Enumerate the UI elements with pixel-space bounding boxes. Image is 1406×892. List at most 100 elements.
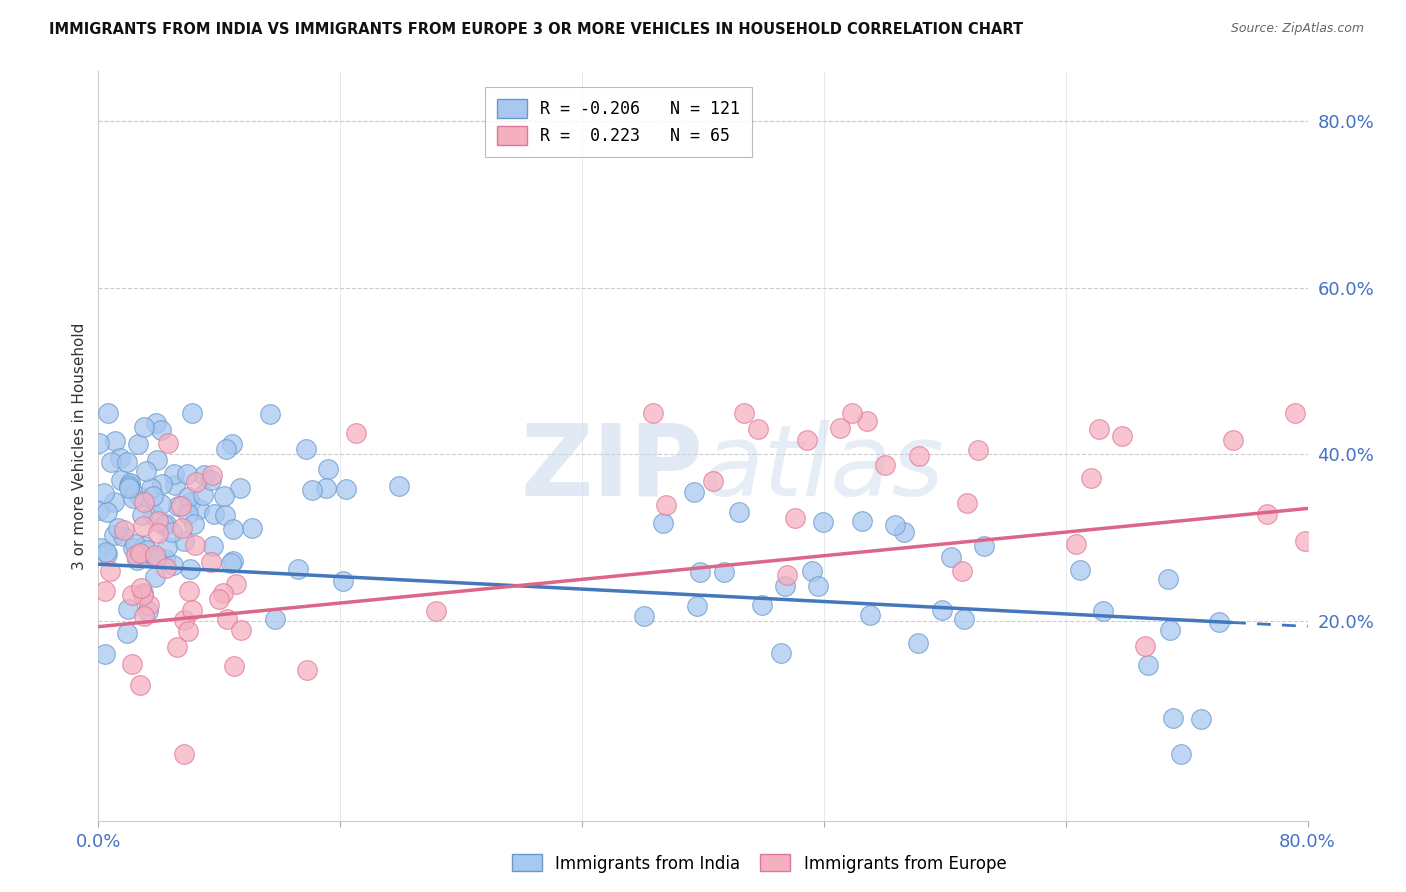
Point	[193, 488, 215, 502]
Point	[655, 498, 678, 512]
Point	[776, 568, 799, 582]
Point	[153, 517, 176, 532]
Point	[1111, 429, 1133, 443]
Point	[120, 477, 142, 491]
Point	[851, 515, 873, 529]
Point	[259, 407, 281, 421]
Text: IMMIGRANTS FROM INDIA VS IMMIGRANTS FROM EUROPE 3 OR MORE VEHICLES IN HOUSEHOLD : IMMIGRANTS FROM INDIA VS IMMIGRANTS FROM…	[49, 22, 1024, 37]
Point	[146, 526, 169, 541]
Point	[875, 458, 897, 473]
Point	[145, 452, 167, 467]
Point	[117, 602, 139, 616]
Point	[176, 507, 198, 521]
Point	[150, 497, 173, 511]
Point	[135, 464, 157, 478]
Point	[122, 541, 145, 556]
Point	[132, 540, 155, 554]
Point	[643, 406, 665, 420]
Point	[118, 479, 141, 493]
Point	[136, 542, 159, 557]
Point	[156, 540, 179, 554]
Point	[908, 449, 931, 463]
Point	[907, 636, 929, 650]
Point	[893, 525, 915, 540]
Point	[956, 496, 979, 510]
Point	[112, 529, 135, 543]
Point	[770, 646, 793, 660]
Point	[97, 406, 120, 420]
Point	[145, 416, 167, 430]
Point	[162, 558, 184, 573]
Point	[264, 612, 287, 626]
Point	[125, 548, 148, 562]
Point	[702, 474, 724, 488]
Point	[131, 508, 153, 522]
Point	[1091, 604, 1114, 618]
Point	[855, 414, 877, 428]
Point	[173, 613, 195, 627]
Point	[128, 546, 150, 560]
Point	[100, 455, 122, 469]
Point	[155, 517, 177, 532]
Point	[967, 443, 990, 458]
Point	[155, 552, 177, 566]
Point	[142, 489, 165, 503]
Point	[950, 565, 973, 579]
Point	[87, 436, 110, 450]
Point	[202, 539, 225, 553]
Point	[689, 565, 711, 579]
Point	[94, 544, 117, 558]
Point	[170, 521, 193, 535]
Point	[125, 553, 148, 567]
Point	[208, 592, 231, 607]
Point	[184, 538, 207, 552]
Point	[683, 484, 706, 499]
Point	[166, 499, 188, 513]
Point	[1159, 623, 1181, 637]
Point	[388, 479, 411, 493]
Point	[131, 519, 153, 533]
Point	[240, 521, 263, 535]
Point	[176, 490, 198, 504]
Point	[184, 475, 207, 489]
Point	[1137, 657, 1160, 672]
Text: ZIP: ZIP	[520, 420, 703, 517]
Point	[713, 566, 735, 580]
Point	[93, 486, 115, 500]
Point	[941, 550, 963, 565]
Point	[141, 481, 163, 495]
Point	[212, 489, 235, 503]
Point	[200, 555, 222, 569]
Point	[157, 436, 180, 450]
Point	[225, 577, 247, 591]
Point	[181, 603, 204, 617]
Point	[128, 490, 150, 504]
Point	[155, 561, 177, 575]
Point	[94, 647, 117, 661]
Point	[344, 426, 367, 441]
Point	[163, 467, 186, 482]
Point	[173, 747, 195, 761]
Point	[179, 562, 201, 576]
Point	[1189, 712, 1212, 726]
Point	[148, 514, 170, 528]
Point	[138, 598, 160, 612]
Point	[124, 537, 146, 551]
Point	[129, 581, 152, 595]
Point	[107, 521, 129, 535]
Point	[425, 604, 447, 618]
Point	[335, 482, 357, 496]
Point	[121, 491, 143, 505]
Point	[1208, 615, 1230, 629]
Point	[651, 516, 673, 530]
Point	[229, 481, 252, 495]
Y-axis label: 3 or more Vehicles in Household: 3 or more Vehicles in Household	[72, 322, 87, 570]
Point	[727, 505, 749, 519]
Point	[841, 406, 863, 420]
Point	[231, 623, 253, 637]
Point	[162, 524, 184, 539]
Point	[202, 507, 225, 521]
Point	[152, 476, 174, 491]
Text: atlas: atlas	[703, 420, 945, 517]
Point	[115, 625, 138, 640]
